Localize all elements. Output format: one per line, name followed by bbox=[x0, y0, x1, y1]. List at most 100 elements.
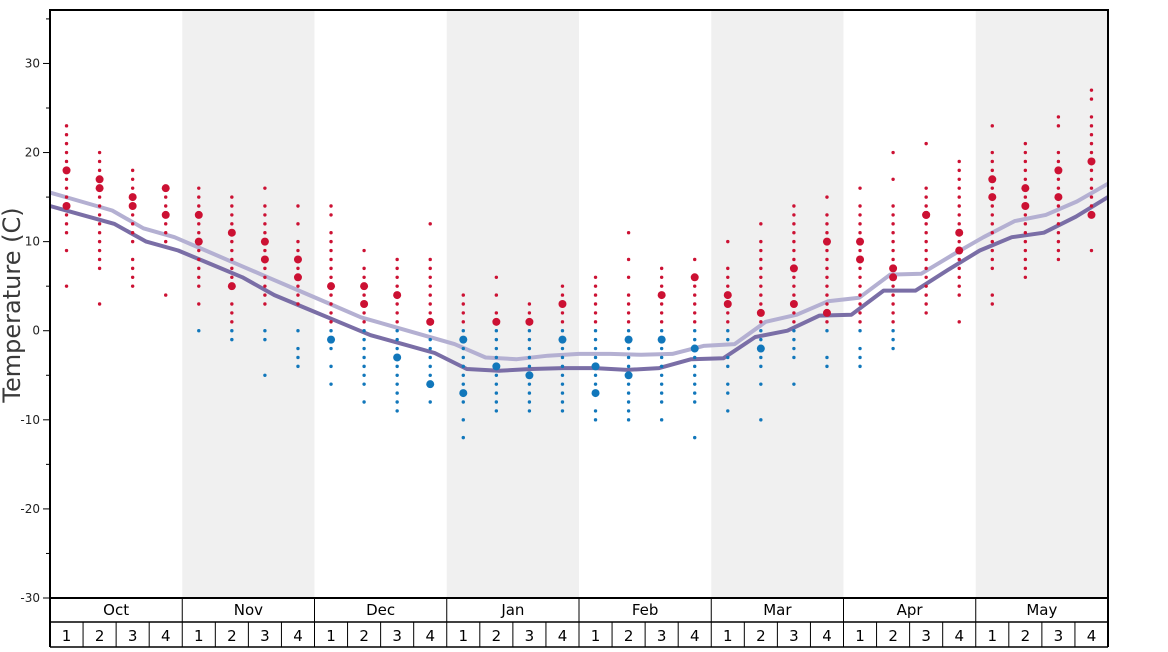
big-point-week9-5 bbox=[327, 282, 336, 291]
point-week24-15 bbox=[825, 195, 829, 199]
point-week29-12 bbox=[990, 222, 994, 226]
point-week1-20 bbox=[64, 150, 69, 155]
point-week30-19 bbox=[1023, 159, 1028, 164]
point-week25-2 bbox=[858, 311, 862, 315]
point-week31-17 bbox=[1056, 177, 1061, 181]
point-week18--2 bbox=[626, 346, 631, 351]
point-week25-1 bbox=[858, 320, 862, 324]
point-week28-6 bbox=[957, 275, 961, 279]
point-week24-9 bbox=[825, 248, 829, 253]
point-week7-9 bbox=[263, 248, 267, 253]
point-week6--1 bbox=[230, 337, 234, 342]
point-week1-9 bbox=[64, 248, 69, 253]
point-week12-2 bbox=[428, 311, 432, 315]
point-week22-7 bbox=[759, 266, 763, 271]
point-week10-6 bbox=[362, 275, 366, 279]
point-week17-6 bbox=[593, 275, 598, 279]
point-week29-10 bbox=[990, 239, 994, 244]
point-week11--2 bbox=[395, 346, 399, 351]
point-week19--3 bbox=[659, 355, 664, 360]
point-week8--4 bbox=[296, 364, 300, 369]
point-week15--7 bbox=[527, 391, 532, 395]
big-point-week17--4 bbox=[591, 362, 600, 371]
point-week30-15 bbox=[1023, 195, 1028, 199]
point-week26--1 bbox=[891, 337, 895, 342]
point-week4-14 bbox=[164, 204, 168, 208]
big-point-week27-13 bbox=[922, 210, 931, 219]
point-week28-13 bbox=[957, 213, 961, 217]
point-week17--6 bbox=[593, 382, 598, 386]
point-week5-7 bbox=[197, 266, 201, 271]
point-week26-11 bbox=[891, 231, 895, 235]
point-week5-14 bbox=[197, 204, 201, 208]
point-week11-6 bbox=[395, 275, 399, 279]
point-week1-13 bbox=[64, 213, 69, 217]
month-label-nov: Nov bbox=[234, 601, 263, 619]
point-week18-8 bbox=[626, 257, 631, 262]
point-week20--12 bbox=[693, 435, 697, 440]
week-label: 3 bbox=[1054, 627, 1064, 645]
big-point-week1-14 bbox=[62, 202, 71, 210]
big-point-week32-13 bbox=[1087, 210, 1096, 219]
point-week18-6 bbox=[626, 275, 631, 279]
point-week25-5 bbox=[858, 284, 862, 288]
point-week32-27 bbox=[1089, 88, 1094, 92]
point-week24-12 bbox=[825, 222, 829, 226]
point-week19--8 bbox=[659, 400, 664, 404]
point-week6-8 bbox=[230, 257, 234, 262]
point-week21-7 bbox=[726, 266, 730, 271]
y-tick-label: 20 bbox=[25, 146, 40, 160]
point-week9-14 bbox=[329, 204, 333, 208]
point-week28-8 bbox=[957, 257, 961, 262]
point-week31-11 bbox=[1056, 231, 1061, 235]
point-week26-0 bbox=[891, 329, 895, 333]
point-week28-7 bbox=[957, 266, 961, 271]
point-week27-6 bbox=[924, 275, 928, 279]
big-point-week30-14 bbox=[1021, 202, 1030, 210]
point-week13--4 bbox=[461, 364, 465, 369]
point-week20-2 bbox=[693, 311, 697, 315]
big-point-week29-15 bbox=[988, 193, 997, 202]
point-week17--10 bbox=[593, 418, 598, 422]
point-week23-11 bbox=[792, 231, 796, 235]
point-week18-3 bbox=[626, 302, 631, 306]
point-week1-12 bbox=[64, 222, 69, 226]
point-week10-4 bbox=[362, 293, 366, 297]
big-point-week28-11 bbox=[955, 228, 964, 237]
point-week5-5 bbox=[197, 284, 201, 288]
point-week8-9 bbox=[296, 248, 300, 253]
point-week26-8 bbox=[891, 257, 895, 262]
point-week2-8 bbox=[97, 257, 102, 262]
point-week11-3 bbox=[395, 302, 399, 306]
temperature-points bbox=[62, 88, 1096, 440]
point-week20--3 bbox=[693, 355, 697, 360]
point-week13--6 bbox=[461, 382, 465, 386]
big-point-week15--5 bbox=[525, 371, 534, 380]
point-week30-11 bbox=[1023, 231, 1028, 235]
point-week26-3 bbox=[891, 302, 895, 306]
point-week1-15 bbox=[64, 195, 69, 199]
point-week13--10 bbox=[461, 418, 465, 422]
point-week32-16 bbox=[1089, 186, 1094, 190]
big-point-week3-15 bbox=[128, 193, 137, 202]
big-point-week22-2 bbox=[756, 308, 765, 317]
point-week7-13 bbox=[263, 213, 267, 217]
point-week13--12 bbox=[461, 435, 465, 440]
point-week32-21 bbox=[1089, 141, 1094, 146]
point-week14--2 bbox=[494, 346, 499, 351]
point-week7-6 bbox=[263, 275, 267, 279]
point-week23-9 bbox=[792, 248, 796, 253]
point-week18-2 bbox=[626, 311, 631, 315]
point-week29-19 bbox=[990, 159, 994, 164]
month-label-oct: Oct bbox=[103, 601, 129, 619]
big-point-week4-13 bbox=[161, 210, 170, 219]
point-week32-23 bbox=[1089, 124, 1094, 128]
point-week29-11 bbox=[990, 231, 994, 235]
point-week14-6 bbox=[494, 275, 499, 279]
point-week15--6 bbox=[527, 382, 532, 386]
point-week30-13 bbox=[1023, 213, 1028, 217]
point-week10--5 bbox=[362, 373, 366, 377]
point-week24-5 bbox=[825, 284, 829, 288]
point-week30-6 bbox=[1023, 275, 1028, 279]
point-week16-4 bbox=[560, 293, 565, 297]
